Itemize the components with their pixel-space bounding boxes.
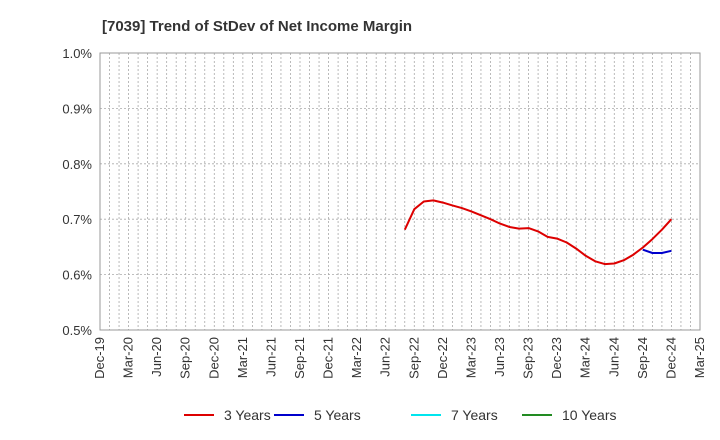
x-tick-label: Mar-23 bbox=[463, 337, 478, 378]
x-tick-label: Mar-25 bbox=[692, 337, 707, 378]
x-tick-label: Dec-19 bbox=[92, 337, 107, 379]
x-tick-label: Jun-23 bbox=[492, 337, 507, 377]
x-axis: Dec-19 Mar-20 Jun-20 Sep-20 Dec-20 Mar-21 Jun-… bbox=[92, 337, 707, 379]
legend-label: 3 Years bbox=[224, 407, 271, 423]
x-tick-label: Mar-22 bbox=[349, 337, 364, 378]
series-line bbox=[642, 248, 672, 254]
y-tick-label: 0.8% bbox=[62, 157, 92, 172]
plot-frame bbox=[99, 52, 701, 331]
y-tick-label: 0.5% bbox=[62, 323, 92, 338]
x-tick-label: Mar-24 bbox=[578, 337, 593, 378]
x-tick-label: Dec-23 bbox=[549, 337, 564, 379]
x-tick-label: Jun-20 bbox=[149, 337, 164, 377]
legend-label: 10 Years bbox=[562, 407, 617, 423]
series-line bbox=[403, 199, 673, 266]
x-tick-label: Jun-22 bbox=[378, 337, 393, 377]
y-tick-label: 1.0% bbox=[62, 46, 92, 61]
grid bbox=[100, 53, 700, 330]
x-tick-label: Sep-23 bbox=[521, 337, 536, 379]
series-lines bbox=[403, 199, 673, 266]
x-tick-label: Sep-21 bbox=[292, 337, 307, 379]
x-tick-label: Jun-24 bbox=[606, 337, 621, 377]
x-tick-label: Jun-21 bbox=[263, 337, 278, 377]
x-tick-label: Dec-20 bbox=[206, 337, 221, 379]
x-tick-label: Mar-20 bbox=[121, 337, 136, 378]
x-tick-label: Mar-21 bbox=[235, 337, 250, 378]
legend-label: 7 Years bbox=[451, 407, 498, 423]
chart-title: [7039] Trend of StDev of Net Income Marg… bbox=[102, 18, 412, 35]
y-tick-label: 0.6% bbox=[62, 268, 92, 283]
y-axis: 0.5% 0.6% 0.7% 0.8% 0.9% 1.0% bbox=[62, 46, 92, 338]
x-tick-label: Dec-21 bbox=[321, 337, 336, 379]
y-tick-label: 0.7% bbox=[62, 212, 92, 227]
x-tick-label: Sep-24 bbox=[635, 337, 650, 379]
legend-label: 5 Years bbox=[314, 407, 361, 423]
x-tick-label: Dec-22 bbox=[435, 337, 450, 379]
x-tick-label: Sep-22 bbox=[406, 337, 421, 379]
y-tick-label: 0.9% bbox=[62, 101, 92, 116]
legend: 3 Years 5 Years 7 Years 10 Years bbox=[184, 407, 617, 423]
x-tick-label: Dec-24 bbox=[663, 337, 678, 379]
x-tick-label: Sep-20 bbox=[178, 337, 193, 379]
